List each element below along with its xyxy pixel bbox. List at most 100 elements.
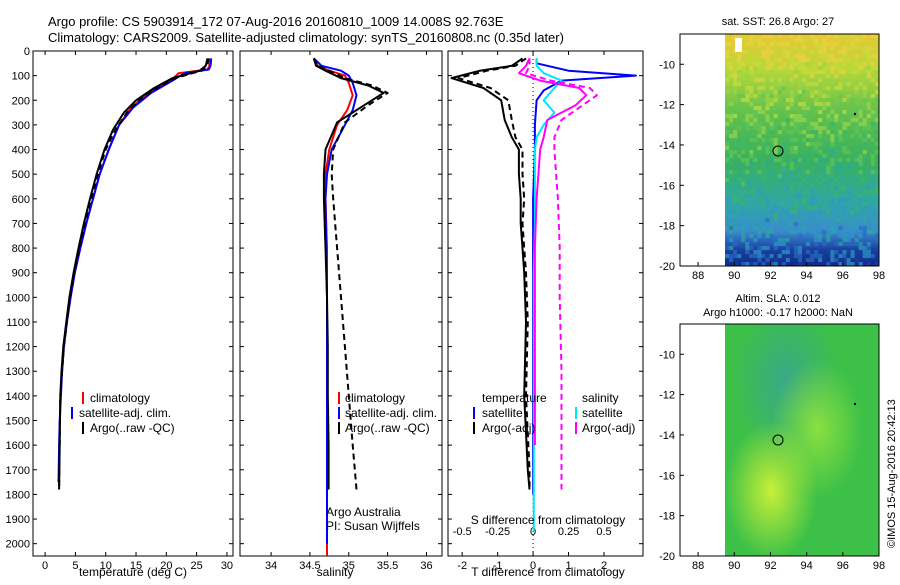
sst-cell — [866, 246, 871, 251]
sst-cell — [838, 262, 843, 267]
sst-cell — [854, 34, 859, 39]
sst-cell — [777, 66, 782, 71]
sst-cell — [741, 118, 746, 123]
sst-cell — [781, 214, 786, 219]
sst-cell — [757, 62, 762, 67]
sst-cell — [737, 102, 742, 107]
sst-cell — [729, 258, 734, 263]
sst-cell — [870, 210, 875, 215]
sst-cell — [846, 158, 851, 163]
sst-cell — [725, 178, 730, 183]
sst-cell — [757, 130, 762, 135]
sst-cell — [814, 158, 819, 163]
sst-cell — [838, 178, 843, 183]
sst-cell — [777, 146, 782, 151]
sst-cell — [733, 74, 738, 79]
sst-cell — [745, 138, 750, 143]
sst-cell — [854, 174, 859, 179]
legend-label: Argo(..raw -QC) — [90, 421, 175, 435]
sst-cell — [789, 166, 794, 171]
difference-lines — [450, 57, 637, 532]
sst-cell — [822, 46, 827, 51]
sst-cell — [870, 54, 875, 59]
sst-cell — [842, 230, 847, 235]
y-tick-label: 300 — [12, 120, 30, 132]
sst-cell — [789, 174, 794, 179]
sst-cell — [753, 110, 758, 115]
sst-cell — [785, 226, 790, 231]
sst-cell — [818, 46, 823, 51]
map-y-tick-label: -12 — [659, 390, 675, 402]
sst-cell — [846, 38, 851, 43]
sst-cell — [850, 70, 855, 75]
y-tick-label: 900 — [12, 268, 30, 280]
sst-cell — [866, 66, 871, 71]
sst-cell — [745, 98, 750, 103]
sst-cell — [834, 166, 839, 171]
sst-cell — [789, 214, 794, 219]
sst-cell — [830, 42, 835, 47]
sst-cell — [765, 62, 770, 67]
sst-cell — [773, 114, 778, 119]
sst-cell — [810, 190, 815, 195]
sst-cell — [826, 74, 831, 79]
sst-cell — [826, 114, 831, 119]
sst-cell — [753, 158, 758, 163]
sst-cell — [846, 150, 851, 155]
map-y-tick-label: -14 — [659, 140, 675, 152]
sst-cell — [830, 70, 835, 75]
map-x-tick-label: 98 — [873, 560, 885, 572]
sst-cell — [846, 198, 851, 203]
sst-cell — [761, 94, 766, 99]
sst-cell — [733, 242, 738, 247]
sst-cell — [773, 214, 778, 219]
sst-cell — [761, 102, 766, 107]
map-axes: 88 90 92 94 96 98 -20 -18 -16 -14 -12 -10 88 90 92 94 96… — [659, 59, 885, 572]
sst-cell — [793, 138, 798, 143]
sst-cell — [818, 238, 823, 243]
sst-cell — [858, 66, 863, 71]
sst-cell — [741, 98, 746, 103]
sst-cell — [769, 130, 774, 135]
sst-cell — [789, 98, 794, 103]
sst-cell — [854, 114, 859, 119]
sst-cell — [769, 210, 774, 215]
sst-cell — [785, 114, 790, 119]
sst-cell — [818, 254, 823, 259]
sst-cell — [862, 62, 867, 67]
sst-cell — [850, 194, 855, 199]
sst-cell — [797, 246, 802, 251]
sst-cell — [850, 42, 855, 47]
map-x-tick-label: 94 — [801, 560, 813, 572]
sst-cell — [781, 62, 786, 67]
sst-cell — [793, 178, 798, 183]
sst-cell — [797, 66, 802, 71]
sst-cell — [834, 206, 839, 211]
sst-cell — [729, 142, 734, 147]
sla-map-subtitle: Argo h1000: -0.17 h2000: NaN — [703, 307, 853, 319]
sst-cell — [858, 62, 863, 67]
sst-cell — [765, 78, 770, 83]
sst-cell — [793, 206, 798, 211]
sst-cell — [826, 142, 831, 147]
difference-panel-frame — [447, 50, 644, 557]
sst-cell — [822, 158, 827, 163]
sst-cell — [749, 190, 754, 195]
sst-cell — [729, 226, 734, 231]
map-y-tick-label: -16 — [659, 470, 675, 482]
sst-cell — [781, 126, 786, 131]
sst-cell — [854, 86, 859, 91]
sst-cell — [826, 182, 831, 187]
sst-cell — [781, 146, 786, 151]
map-x-tick-label: 96 — [837, 270, 849, 282]
sst-cell — [769, 234, 774, 239]
sst-cell — [725, 82, 730, 87]
sst-cell — [745, 146, 750, 151]
sst-cell — [737, 34, 742, 39]
sst-cell — [810, 74, 815, 79]
sst-cell — [826, 130, 831, 135]
sst-cell — [797, 50, 802, 55]
sst-cell — [773, 218, 778, 223]
sst-cell — [793, 210, 798, 215]
sst-cell — [761, 158, 766, 163]
